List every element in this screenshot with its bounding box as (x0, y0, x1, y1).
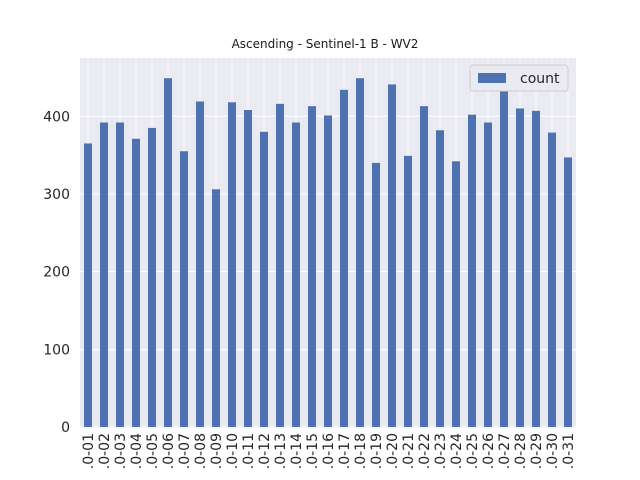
bar-25 (468, 114, 476, 427)
x-tick-label: .0-31 (561, 433, 577, 469)
bar-10 (228, 102, 236, 427)
x-tick-label: .0-12 (257, 433, 273, 469)
x-tick-label: .0-02 (97, 433, 113, 469)
bar-24 (452, 161, 460, 427)
legend-box (469, 64, 569, 92)
bar-11 (244, 110, 252, 427)
x-tick-label: .0-13 (273, 433, 289, 469)
x-tick-label: .0-26 (481, 433, 497, 469)
x-tick-label: .0-04 (129, 433, 145, 469)
bar-20 (388, 84, 396, 427)
x-tick-label: .0-09 (209, 433, 225, 469)
bar-12 (260, 131, 268, 428)
bar-31 (564, 157, 572, 427)
bar-14 (292, 122, 300, 427)
bar-22 (420, 106, 428, 427)
bar-13 (276, 103, 284, 428)
x-tick-label: .0-24 (449, 433, 465, 469)
bar-1 (84, 143, 92, 427)
y-axis-ticks: 0 100 200 300 400 (43, 109, 70, 436)
bar-16 (324, 115, 332, 427)
x-tick-label: .0-07 (177, 433, 193, 469)
bar-27 (500, 85, 508, 428)
y-tick-label: 300 (43, 187, 70, 203)
bar-21 (404, 155, 412, 427)
x-tick-label: .0-30 (545, 433, 561, 469)
bar-28 (516, 108, 524, 427)
x-tick-label: .0-10 (225, 433, 241, 469)
chart-title: Ascending - Sentinel-1 B - WV2 (232, 37, 419, 51)
x-tick-label: .0-06 (161, 433, 177, 469)
bar-4 (132, 138, 140, 428)
bar-7 (180, 151, 188, 427)
x-tick-label: .0-19 (369, 433, 385, 469)
bar-5 (148, 127, 156, 428)
x-tick-label: .0-27 (497, 433, 513, 469)
x-tick-label: .0-15 (305, 433, 321, 469)
bar-26 (484, 122, 492, 427)
x-axis-ticks: .0-01.0-02.0-03.0-04.0-05.0-06.0-07.0-08… (81, 433, 577, 469)
x-tick-label: .0-25 (465, 433, 481, 469)
bar-2 (100, 122, 108, 427)
bar-8 (196, 101, 204, 427)
x-tick-label: .0-20 (385, 433, 401, 469)
x-tick-label: .0-11 (241, 433, 257, 469)
y-tick-label: 0 (61, 420, 70, 436)
legend: count (469, 64, 569, 92)
bar-30 (548, 132, 556, 427)
bar-23 (436, 130, 444, 427)
x-tick-label: .0-01 (81, 433, 97, 469)
bar-17 (340, 89, 348, 427)
legend-swatch (478, 73, 506, 83)
x-tick-label: .0-05 (145, 433, 161, 469)
x-tick-label: .0-22 (417, 433, 433, 469)
legend-label: count (520, 71, 560, 87)
x-tick-label: .0-08 (193, 433, 209, 469)
x-tick-label: .0-17 (337, 433, 353, 469)
y-tick-label: 200 (43, 265, 70, 281)
bar-15 (308, 106, 316, 427)
bar-6 (164, 78, 172, 428)
bar-9 (212, 189, 220, 427)
bar-18 (356, 78, 364, 428)
x-tick-label: .0-16 (321, 433, 337, 469)
x-tick-label: .0-18 (353, 433, 369, 469)
x-tick-label: .0-21 (401, 433, 417, 469)
bar-3 (116, 122, 124, 427)
x-tick-label: .0-29 (529, 433, 545, 469)
bar-19 (372, 162, 380, 427)
x-tick-label: .0-23 (433, 433, 449, 469)
x-tick-label: .0-28 (513, 433, 529, 469)
y-tick-label: 400 (43, 109, 70, 125)
bar-29 (532, 110, 540, 428)
y-tick-label: 100 (43, 342, 70, 358)
x-tick-label: .0-03 (113, 433, 129, 469)
bars (84, 78, 572, 428)
x-tick-label: .0-14 (289, 433, 305, 469)
